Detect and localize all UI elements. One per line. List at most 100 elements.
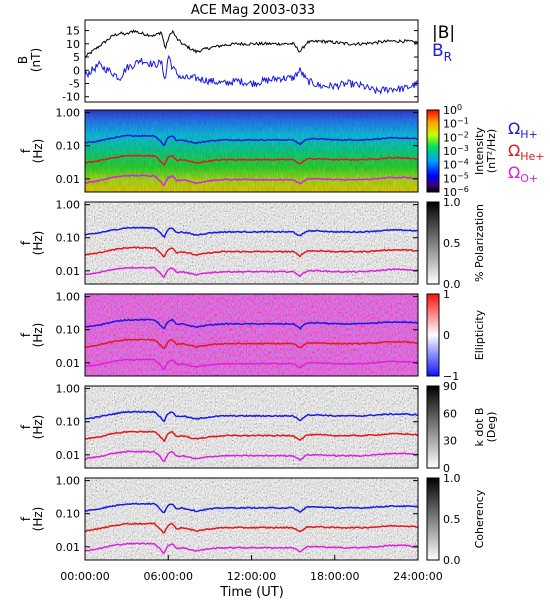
freq-ylabel: f: [19, 424, 33, 429]
freq-ylabel-unit: (Hz): [31, 507, 45, 532]
polarization-cb-label: % Polarization: [473, 204, 486, 282]
ellipticity-colorbar: [426, 293, 440, 377]
cb-tick-exp: −4: [457, 158, 469, 167]
cb-tick-base: 10: [443, 186, 457, 199]
freq-tick-label: 0.01: [56, 541, 81, 554]
intensity-cb-tick: 10−3: [443, 144, 469, 158]
freq-tick-label: 1.00: [56, 291, 81, 304]
gyro-legend-entry: ΩO+: [508, 163, 538, 185]
bfield-ytick-label: 10: [66, 38, 80, 51]
polarization-panel: 1.00 0.10 0.01 f(Hz) 1.0 0.5 0.0 % Polarization: [19, 196, 486, 291]
kdotb-spectrogram: [85, 386, 418, 468]
freq-ylabel: f: [19, 240, 33, 245]
intensity-cb-tick: 10−2: [443, 130, 469, 144]
freq-tick-label: 1.00: [56, 107, 81, 120]
kdotb-panel: 1.00 0.10 0.01 f(Hz) 90 60 30 0 k dot B (Deg): [19, 380, 498, 475]
freq-ylabel-unit: (Hz): [31, 139, 45, 164]
time-tick-label: 24:00:00: [393, 570, 442, 583]
intensity-panel: 1.000.100.01f(Hz)10010−110−210−310−410−5…: [19, 103, 545, 199]
kdotb-cb-label: k dot B: [473, 408, 486, 447]
bfield-ytick-label: 5: [73, 51, 80, 64]
time-tick-label: 06:00:00: [144, 570, 193, 583]
figure-title: ACE Mag 2003-033: [191, 3, 315, 18]
freq-tick-label: 0.10: [56, 508, 81, 521]
kdotb-gyro-h-line: [84, 410, 419, 423]
kdotb-gyro-o-line: [84, 450, 419, 463]
ellipticity-cb-tick: 0: [443, 329, 450, 342]
cb-tick-exp: −6: [457, 185, 469, 194]
bfield-ytick-label: -5: [69, 77, 80, 90]
polarization-gyro-o-line: [84, 266, 419, 278]
cb-tick-exp: −2: [457, 130, 469, 139]
coherency-cb-tick: 0.0: [443, 554, 461, 567]
gyro-legend-main: Ω: [508, 163, 520, 182]
xaxis-label: Time (UT): [219, 585, 284, 600]
kdotb-cb-tick: 0: [443, 462, 450, 475]
polarization-cb-tick: 0.5: [443, 237, 461, 250]
legend-bradial-main: B: [432, 41, 444, 61]
series-btotal-line: [84, 29, 419, 58]
coherency-spectrogram: [85, 478, 418, 560]
cb-tick-exp: 0: [457, 103, 462, 112]
freq-ylabel: f: [19, 516, 33, 521]
freq-tick-label: 0.01: [56, 173, 81, 186]
freq-tick-label: 1.00: [56, 199, 81, 212]
ellipticity-texture-2: [85, 294, 418, 376]
kdotb-cb-tick: 90: [443, 380, 457, 393]
cb-tick-base: 10: [443, 118, 457, 131]
kdotb-frame: [84, 385, 419, 469]
intensity-frame: [84, 109, 419, 193]
bfield-ytick-label: -10: [62, 91, 80, 104]
freq-tick-label: 1.00: [56, 383, 81, 396]
gyro-legend-sub: O+: [520, 172, 538, 185]
intensity-cb-tick: 10−5: [443, 171, 469, 185]
coherency-gyro-he-line: [84, 522, 419, 534]
ellipticity-gyro-o-line: [84, 358, 419, 371]
gyro-legend-entry: ΩHe+: [508, 141, 545, 163]
cb-tick-base: 10: [443, 159, 457, 172]
polarization-gyro-h-line: [84, 226, 419, 239]
polarization-gyro-he-line: [84, 246, 419, 258]
gyro-legend-sub: H+: [520, 128, 538, 141]
bfield-ytick-label: 15: [66, 25, 80, 38]
ellipticity-gyro-he-line: [84, 338, 419, 350]
freq-tick-label: 0.01: [56, 265, 81, 278]
coherency-gyro-o-line: [84, 542, 419, 555]
polarization-colorbar: [426, 201, 440, 285]
kdotb-gyro-he-line: [84, 430, 419, 443]
ellipticity-frame: [84, 293, 419, 377]
ellipticity-cb-label: Ellipticity: [473, 309, 486, 360]
ellipticity-cb-tick: −1: [443, 370, 459, 383]
coherency-cb-label: Coherency: [473, 489, 486, 548]
coherency-cb-tick: 0.5: [443, 513, 461, 526]
intensity-cb-tick: 10−6: [443, 185, 469, 199]
freq-ylabel-unit: (Hz): [31, 323, 45, 348]
ellipticity-gyro-h-line: [84, 318, 419, 331]
intensity-cb-tick: 10−1: [443, 117, 469, 131]
bfield-ylabel-2: (nT): [29, 48, 43, 72]
intensity-gyro-he-line: [84, 154, 419, 166]
freq-tick-label: 0.10: [56, 324, 81, 337]
time-tick-label: 00:00:00: [60, 570, 109, 583]
freq-ylabel: f: [19, 332, 33, 337]
bfield-frame: [84, 19, 419, 103]
freq-ylabel-unit: (Hz): [31, 231, 45, 256]
gyro-legend-sub: He+: [520, 150, 544, 163]
intensity-cb-label: (nT²/Hz): [485, 129, 498, 173]
kdotb-colorbar: [426, 385, 440, 469]
intensity-cb-label: Intensity: [473, 127, 486, 175]
ellipticity-cb-tick: 1: [443, 288, 450, 301]
time-tick-label: 18:00:00: [310, 570, 359, 583]
freq-tick-label: 0.10: [56, 140, 81, 153]
freq-tick-label: 1.00: [56, 475, 81, 488]
polarization-cb-tick: 1.0: [443, 196, 461, 209]
intensity-gyro-o-line: [84, 174, 419, 186]
bfield-ytick-label: 0: [73, 64, 80, 77]
cb-tick-exp: −1: [457, 117, 469, 126]
ellipticity-panel: 1.00 0.10 0.01 f(Hz) 1 0 −1 Ellipticity: [19, 288, 486, 383]
gyro-legend-entry: ΩH+: [508, 119, 538, 141]
polarization-cb-tick: 0.0: [443, 278, 461, 291]
kdotb-cb-tick: 30: [443, 435, 457, 448]
